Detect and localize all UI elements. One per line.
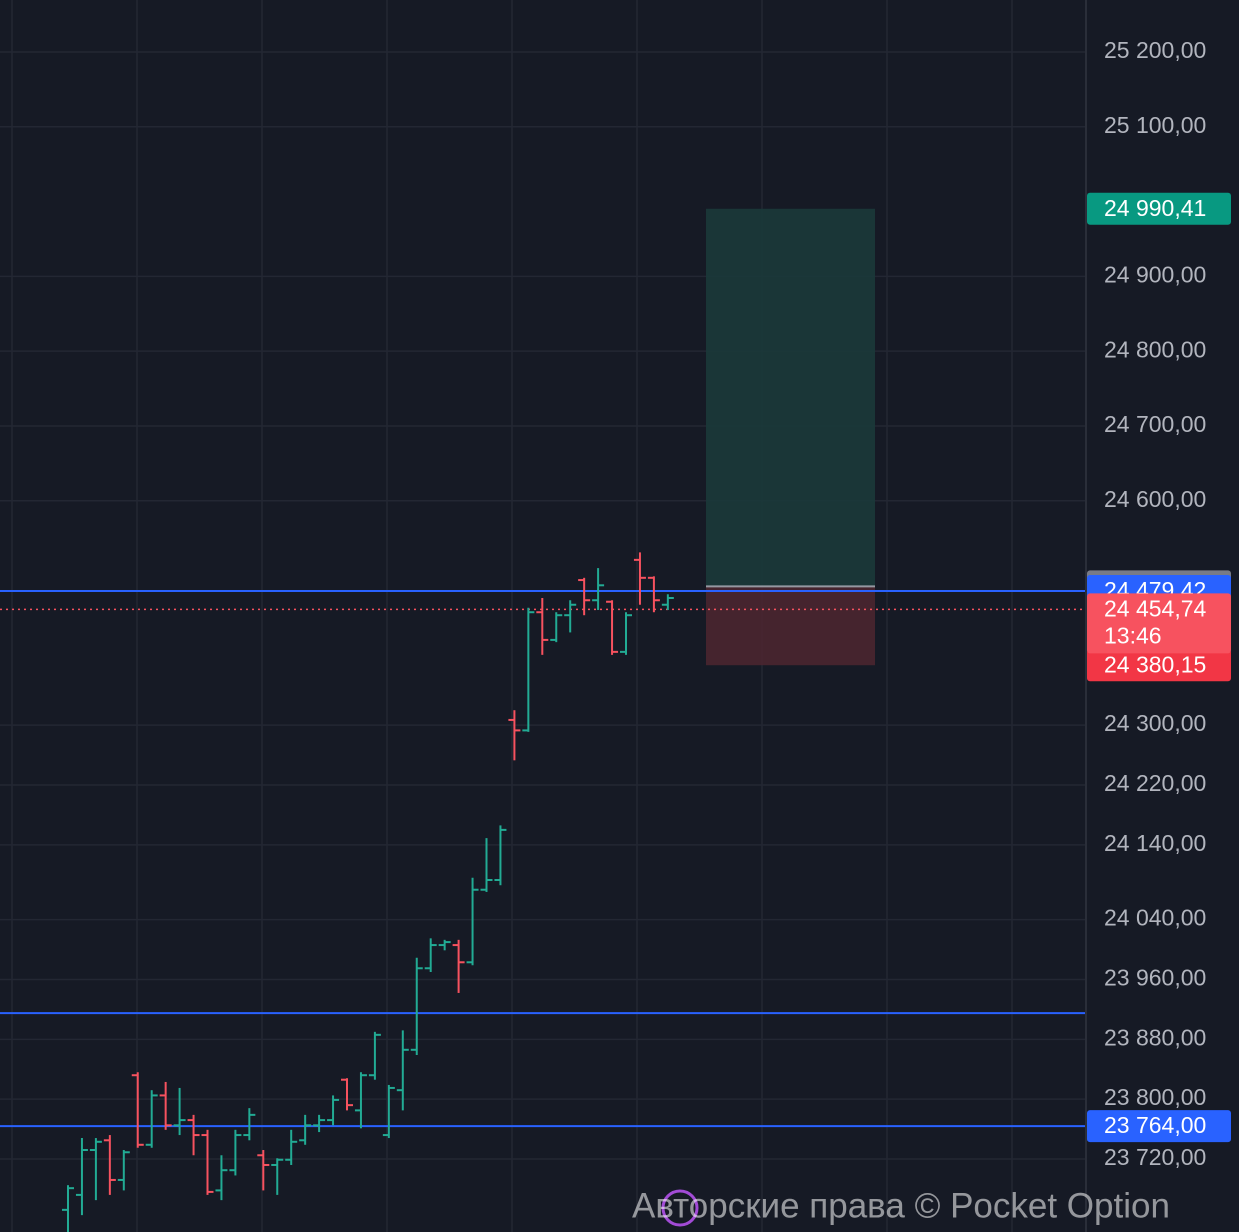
y-tick-label: 24 300,00 — [1104, 710, 1206, 736]
y-tick-label: 24 220,00 — [1104, 770, 1206, 796]
y-tick-label: 24 800,00 — [1104, 336, 1206, 362]
position-loss — [706, 586, 875, 666]
price-label: 24 380,15 — [1104, 651, 1206, 677]
y-tick-label: 23 800,00 — [1104, 1084, 1206, 1110]
y-tick-label: 24 900,00 — [1104, 261, 1206, 287]
logo-icon — [661, 1189, 699, 1227]
y-tick-label: 23 720,00 — [1104, 1144, 1206, 1170]
price-label: 24 990,41 — [1104, 195, 1206, 221]
price-label: 23 764,00 — [1104, 1112, 1206, 1138]
y-tick-label: 24 700,00 — [1104, 411, 1206, 437]
y-tick-label: 25 200,00 — [1104, 37, 1206, 63]
current-price-label: 24 454,74 — [1104, 596, 1207, 622]
y-tick-label: 23 880,00 — [1104, 1024, 1206, 1050]
grid — [0, 0, 1086, 1232]
y-tick-label: 24 140,00 — [1104, 830, 1206, 856]
plot-area — [0, 208, 1086, 1232]
y-tick-label: 23 960,00 — [1104, 965, 1206, 991]
price-label-box — [1087, 1110, 1231, 1143]
current-price-box — [1087, 593, 1231, 654]
y-tick-label: 24 600,00 — [1104, 486, 1206, 512]
watermark-group: Авторские права © Pocket Option — [632, 1186, 1170, 1227]
countdown: 13:46 — [1104, 623, 1162, 649]
y-tick-label: 24 040,00 — [1104, 905, 1206, 931]
watermark: Авторские права © Pocket Option — [632, 1186, 1170, 1225]
y-tick-label: 25 100,00 — [1104, 112, 1206, 138]
price-axis: 25 200,00 25 100,00 24 900,00 24 800,00 24 7… — [1087, 37, 1231, 1170]
position-profit — [706, 208, 875, 587]
price-label-box — [1087, 649, 1231, 682]
price-label-box — [1087, 192, 1231, 225]
